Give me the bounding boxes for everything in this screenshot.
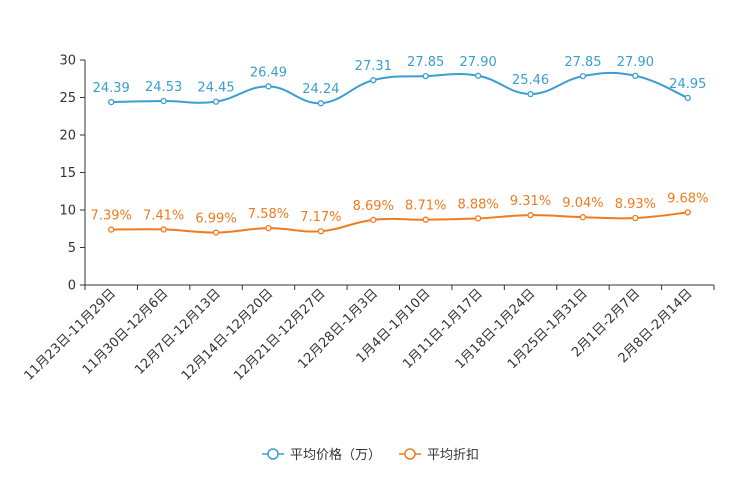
series-line (111, 71, 689, 105)
data-point[interactable] (108, 226, 115, 233)
data-label: 8.71% (405, 199, 446, 214)
data-point[interactable] (160, 97, 167, 105)
y-tick-label: 20 (59, 129, 76, 144)
data-point[interactable] (370, 77, 377, 84)
data-label: 8.69% (353, 199, 394, 214)
data-point[interactable] (474, 215, 482, 222)
y-tick-label: 5 (68, 241, 76, 256)
data-label: 27.31 (355, 59, 392, 74)
data-point[interactable] (632, 214, 639, 222)
legend-item-2[interactable]: 平均折扣 (399, 448, 479, 463)
data-point[interactable] (317, 100, 325, 107)
data-label: 27.90 (617, 55, 654, 70)
data-label: 9.68% (667, 191, 708, 206)
legend-label: 平均折扣 (427, 448, 479, 463)
series-1: 24.39 24.53 24.45 26.49 24.24 27.31 27.85 27.90… (93, 55, 706, 107)
data-label: 8.93% (615, 197, 656, 212)
y-tick-label: 30 (59, 54, 76, 69)
data-label: 24.24 (302, 82, 339, 97)
data-label: 24.45 (197, 81, 234, 96)
data-point[interactable] (474, 72, 482, 79)
y-tick-label: 25 (59, 91, 76, 106)
data-label: 9.31% (510, 194, 551, 209)
data-label: 7.58% (248, 207, 289, 222)
data-label: 6.99% (195, 212, 236, 227)
series-line (111, 211, 688, 234)
series-layer: 24.39 24.53 24.45 26.49 24.24 27.31 27.85 27.90… (91, 55, 708, 236)
data-point[interactable] (317, 228, 325, 235)
x-tick-label: 12月14日-12月20日 (179, 286, 276, 383)
data-point[interactable] (265, 83, 272, 90)
legend-item-1[interactable]: 平均价格（万） (262, 447, 381, 463)
data-point[interactable] (579, 214, 587, 221)
data-point[interactable] (265, 224, 272, 232)
data-label: 7.41% (143, 208, 184, 223)
data-point[interactable] (684, 209, 691, 216)
data-point[interactable] (527, 90, 534, 98)
data-label: 7.39% (91, 209, 132, 224)
data-point[interactable] (370, 216, 377, 223)
data-label: 24.39 (93, 81, 130, 96)
y-tick-label: 10 (59, 204, 76, 219)
data-label: 25.46 (512, 73, 549, 88)
series-2: 7.39% 7.41% 6.99% 7.58% 7.17% 8.69% 8.71% 8.88%… (91, 191, 708, 236)
data-label: 27.85 (407, 55, 444, 70)
y-tick-label: 15 (59, 166, 76, 181)
data-point[interactable] (527, 212, 534, 219)
data-label: 24.53 (145, 80, 182, 95)
data-label: 27.85 (564, 55, 601, 70)
data-point[interactable] (422, 216, 429, 223)
data-label: 8.88% (457, 197, 498, 212)
data-point[interactable] (684, 94, 691, 102)
legend-marker (404, 448, 416, 460)
x-tick-label: 11月23日-11月29日 (22, 286, 119, 383)
data-point[interactable] (579, 72, 587, 80)
data-label: 9.04% (562, 196, 603, 211)
data-point[interactable] (160, 226, 167, 233)
data-label: 7.17% (300, 210, 341, 225)
data-point[interactable] (108, 98, 115, 106)
data-label: 26.49 (250, 65, 287, 80)
data-point[interactable] (422, 72, 429, 80)
legend-marker (267, 448, 279, 460)
x-tick-label: 12月21日-12月27日 (231, 286, 328, 383)
data-label: 27.90 (460, 55, 497, 70)
data-point[interactable] (632, 72, 639, 79)
legend-label: 平均价格（万） (290, 447, 381, 463)
data-point[interactable] (212, 229, 220, 236)
data-label: 24.95 (669, 77, 706, 92)
data-point[interactable] (212, 98, 220, 105)
legend: 平均价格（万） 平均折扣 (262, 447, 479, 463)
y-tick-label: 0 (68, 279, 76, 294)
